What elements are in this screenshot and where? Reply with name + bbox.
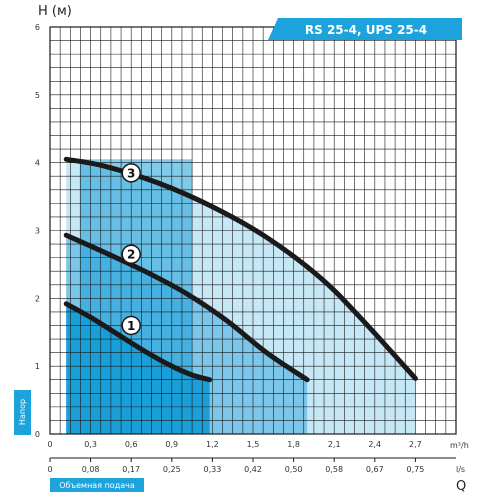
y-axis-badge xyxy=(14,390,31,435)
x-tick-label-primary: 1,5 xyxy=(247,440,260,449)
x-tick-label-secondary: 0,67 xyxy=(366,465,384,474)
x-axis-title: Q xyxy=(456,479,466,494)
x-tick-label-primary: 2,7 xyxy=(409,440,422,449)
curve-label-circle-2 xyxy=(121,244,141,264)
curve-label-circle-3 xyxy=(121,163,141,183)
band-highlight xyxy=(79,159,193,434)
y-tick-label: 0 xyxy=(35,430,40,439)
curve-label-circle-1 xyxy=(121,315,141,336)
curve-3 xyxy=(63,156,418,381)
x-tick-label-secondary: 0,58 xyxy=(325,465,343,474)
operating-regions xyxy=(66,159,416,434)
x-axis-badge xyxy=(50,478,144,492)
x-tick-label-primary: 0,6 xyxy=(125,440,138,449)
y-tick-label: 6 xyxy=(35,23,40,32)
y-tick-label: 3 xyxy=(35,227,40,236)
y-tick-label: 2 xyxy=(35,294,40,303)
curve-2 xyxy=(63,232,310,383)
curve-label-2: 2 xyxy=(127,248,135,262)
x-tick-label-secondary: 0,75 xyxy=(406,465,424,474)
y-tick-label: 5 xyxy=(35,91,40,100)
chart-title: RS 25-4, UPS 25-4 xyxy=(305,23,427,37)
y-axis-title: H (м) xyxy=(38,4,72,19)
x-tick-label-primary: 1,8 xyxy=(287,440,300,449)
x-unit-secondary: l/s xyxy=(456,465,465,474)
y-axis-badge-text: Напор xyxy=(18,399,27,425)
x-tick-label-secondary: 0 xyxy=(47,465,52,474)
curve-labels: 1 2 3 xyxy=(121,163,141,336)
x-axis-badge-text: Объемная подача xyxy=(59,481,135,490)
plot-frame xyxy=(49,26,457,435)
x-tick-label-primary: 0,9 xyxy=(165,440,178,449)
curve-label-1: 1 xyxy=(127,319,135,333)
x-tick-label-secondary: 0,42 xyxy=(244,465,262,474)
x-tick-label-secondary: 0,08 xyxy=(82,465,100,474)
x-tick-label-primary: 0,3 xyxy=(84,440,97,449)
y-tick-label: 4 xyxy=(35,159,40,168)
x-tick-label-secondary: 0,25 xyxy=(163,465,181,474)
grid xyxy=(49,26,457,435)
x-tick-label-secondary: 0,17 xyxy=(122,465,140,474)
x-tick-label-primary: 0 xyxy=(47,440,52,449)
x-tick-label-secondary: 0,50 xyxy=(285,465,303,474)
tick-labels: 0 1 2 3 4 5 6 0 0,3 0,6 0,9 1,2 1,5 1,8 2,1 2,4 2,7 0 0,08… xyxy=(35,23,456,474)
curve-1 xyxy=(63,301,213,383)
y-tick-label: 1 xyxy=(35,362,40,371)
x-unit-primary: m³/h xyxy=(450,441,469,450)
x-tick-label-secondary: 0,33 xyxy=(203,465,221,474)
curve-label-3: 3 xyxy=(127,166,135,180)
x-tick-label-primary: 2,4 xyxy=(368,440,381,449)
title-banner xyxy=(268,18,462,40)
curves xyxy=(63,156,418,383)
x-tick-label-primary: 1,2 xyxy=(206,440,219,449)
x-tick-label-primary: 2,1 xyxy=(328,440,341,449)
